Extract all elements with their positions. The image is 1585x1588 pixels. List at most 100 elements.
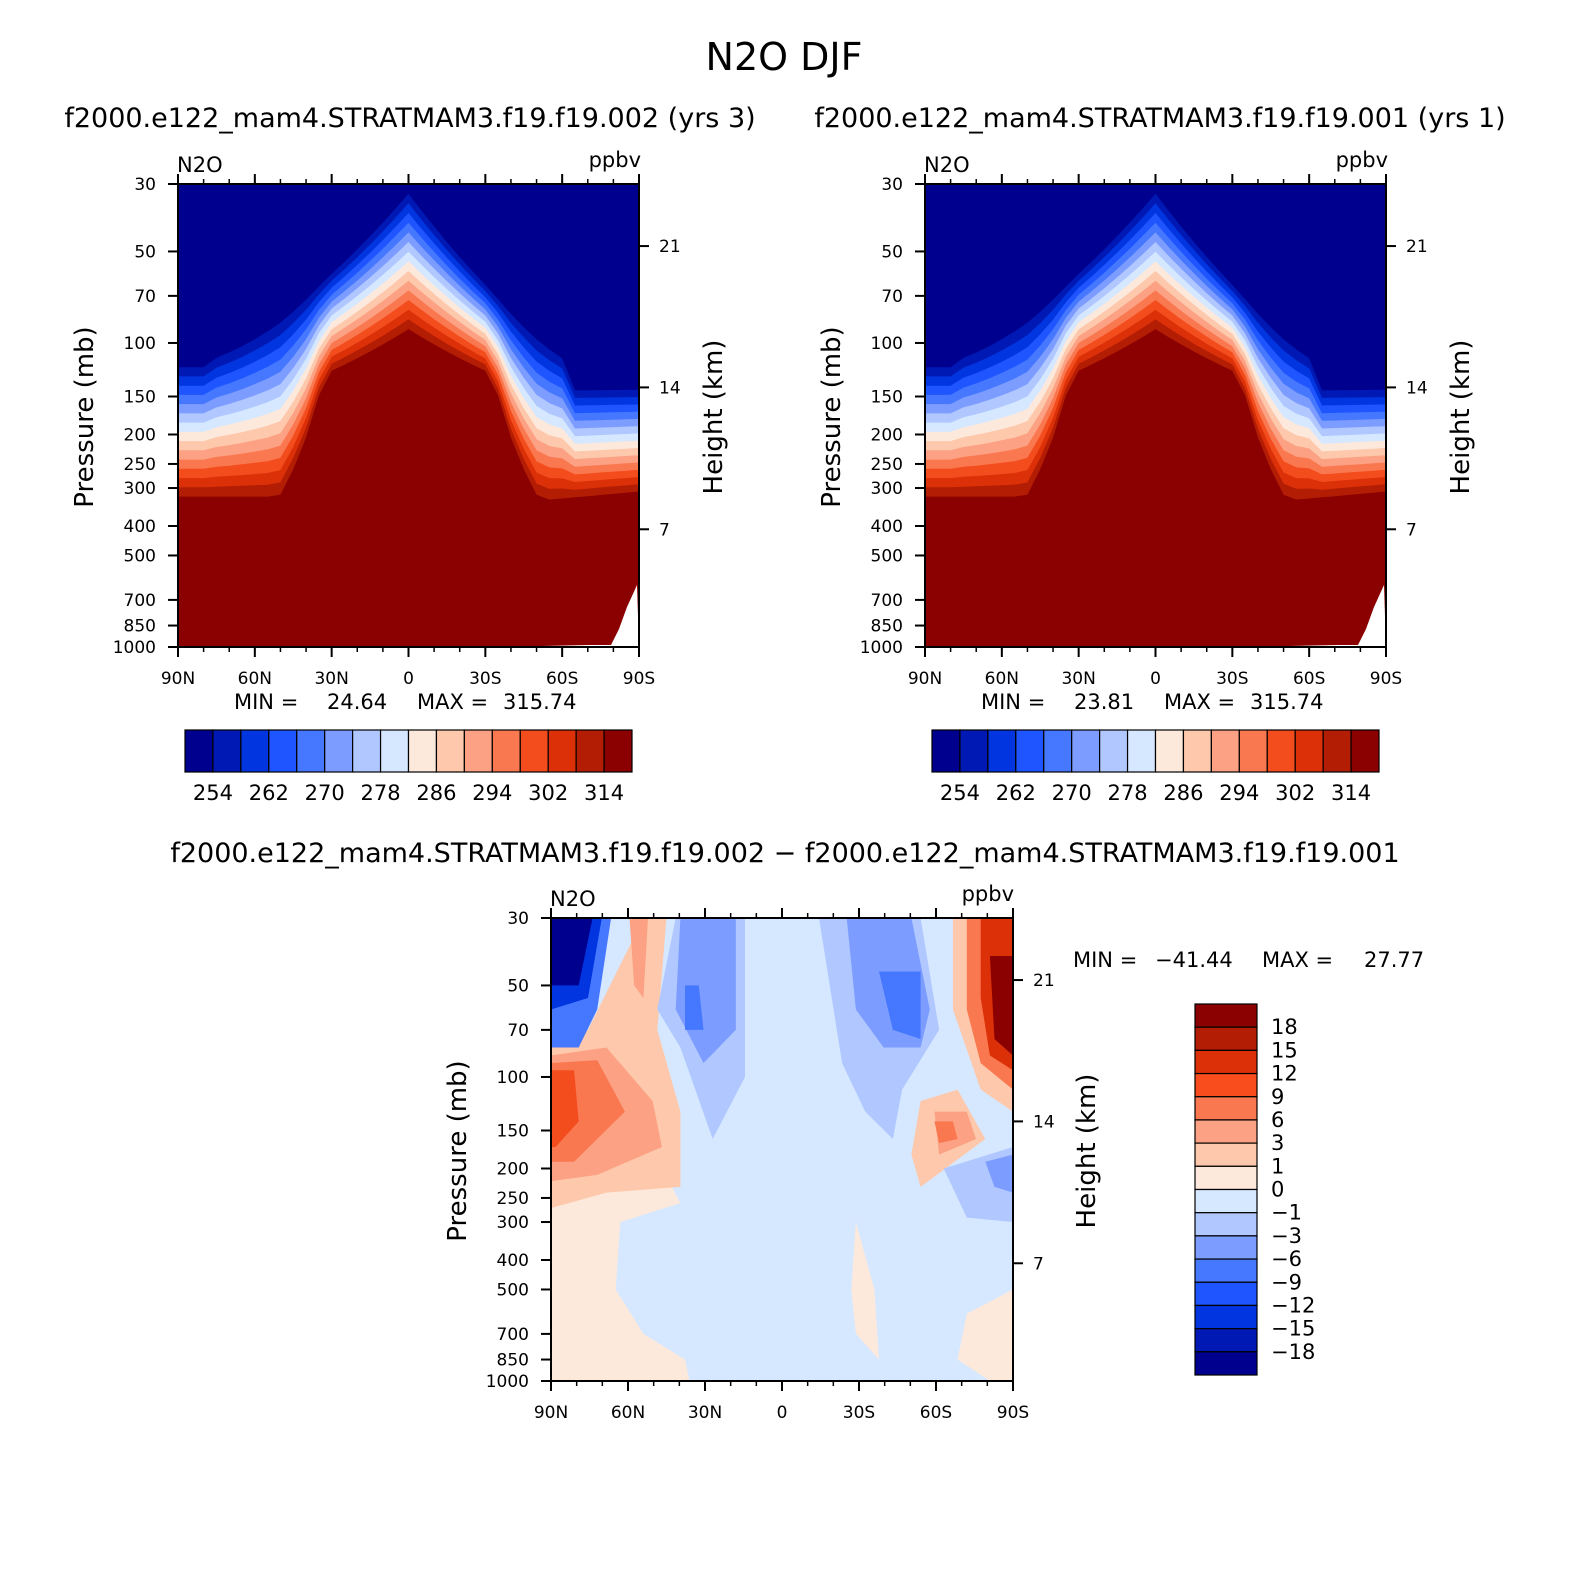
colorbar-swatch — [296, 729, 326, 773]
panel3-max-value: 27.77 — [1364, 948, 1424, 972]
y-tick-label: 700 — [871, 591, 903, 611]
colorbar-label: −1 — [1271, 1201, 1302, 1225]
panel3-variable-label: N2O — [550, 887, 596, 911]
x-tick-label: 60N — [238, 669, 272, 689]
colorbar-label: 294 — [472, 781, 512, 805]
colorbar-swatch — [1194, 1188, 1258, 1214]
panel2-title: f2000.e122_mam4.STRATMAM3.f19.f19.001 (y… — [814, 103, 1505, 134]
panel1-plot: 90N 60N 30N 0 30S 60S 90S 30 50 70 100 150 200 250 300… — [70, 148, 729, 805]
colorbar-label: 294 — [1219, 781, 1259, 805]
y-tick-label: 250 — [124, 455, 156, 475]
y-tick-label: 150 — [124, 388, 156, 408]
panel1-contour-fill — [178, 184, 639, 647]
colorbar-swatch — [1071, 729, 1101, 773]
colorbar-swatch — [1194, 1119, 1258, 1144]
x-tick-label: 30N — [688, 1403, 722, 1423]
panel1-units-label: ppbv — [589, 148, 641, 172]
colorbar-swatch — [519, 729, 549, 773]
colorbar-swatch — [1194, 1258, 1258, 1283]
y-right-tick-label: 7 — [659, 520, 670, 540]
y-tick-label: 100 — [124, 334, 156, 354]
y-right-tick-label: 7 — [1033, 1254, 1044, 1274]
panel2-contour-fill — [925, 184, 1386, 647]
x-tick-label: 30S — [469, 669, 501, 689]
y-tick-label: 200 — [871, 425, 903, 445]
y-tick-label: 700 — [124, 591, 156, 611]
page-title: N2O DJF — [706, 35, 863, 79]
colorbar-swatch — [1194, 1096, 1258, 1121]
panel2-axes: 90N 60N 30N 0 30S 60S 90S 30 50 70 100 150 200 250 300… — [860, 174, 1428, 689]
colorbar-label: 15 — [1271, 1038, 1298, 1062]
colorbar-swatch — [1266, 729, 1296, 773]
x-tick-label: 90S — [1370, 669, 1402, 689]
colorbar-swatch — [1194, 1304, 1258, 1330]
y-tick-label: 700 — [497, 1325, 529, 1345]
y-tick-label: 30 — [881, 175, 903, 195]
colorbar-label: 9 — [1271, 1085, 1284, 1109]
panel3-ylabel: Pressure (mb) — [443, 1060, 473, 1241]
colorbar-label: 286 — [416, 781, 456, 805]
x-tick-label: 90S — [997, 1403, 1029, 1423]
y-tick-label: 300 — [871, 479, 903, 499]
diff-band-pos-6-upper — [629, 918, 648, 998]
panel3-title: f2000.e122_mam4.STRATMAM3.f19.f19.002 − … — [170, 838, 1399, 869]
colorbar-label: 262 — [996, 781, 1036, 805]
panel2-variable-label: N2O — [924, 153, 970, 177]
panel3-ylabel-right: Height (km) — [1072, 1074, 1102, 1229]
colorbar-swatch — [407, 729, 438, 773]
x-tick-label: 30S — [1216, 669, 1248, 689]
colorbar-swatch — [324, 729, 354, 773]
y-tick-label: 400 — [871, 517, 903, 537]
y-right-tick-label: 21 — [659, 237, 681, 257]
y-tick-label: 250 — [497, 1189, 529, 1209]
x-tick-label: 60S — [920, 1403, 952, 1423]
panel2-colorbar: 254 262 270 278 286 294 302 314 — [931, 729, 1380, 805]
panel2-min-value: 23.81 — [1074, 690, 1134, 714]
colorbar-swatch — [463, 729, 493, 773]
y-tick-label: 850 — [871, 617, 903, 637]
panel3-units-label: ppbv — [962, 882, 1014, 906]
diff-band-pos-12 — [551, 1070, 579, 1147]
y-tick-label: 100 — [497, 1068, 529, 1088]
y-tick-label: 50 — [134, 242, 156, 262]
diff-band-pos-small-lower-right — [957, 1289, 1013, 1381]
x-tick-label: 30N — [314, 669, 348, 689]
y-tick-label: 500 — [497, 1280, 529, 1300]
colorbar-swatch — [575, 729, 605, 773]
colorbar-label: 302 — [1275, 781, 1315, 805]
colorbar-label: 278 — [361, 781, 401, 805]
diff-band-pos-small-lower-left — [551, 1147, 690, 1381]
colorbar-label: 254 — [940, 781, 980, 805]
colorbar-label: 270 — [305, 781, 345, 805]
y-right-tick-label: 21 — [1033, 971, 1055, 991]
y-tick-label: 300 — [124, 479, 156, 499]
y-tick-label: 200 — [497, 1159, 529, 1179]
x-tick-label: 60S — [546, 669, 578, 689]
y-tick-label: 50 — [881, 242, 903, 262]
y-tick-label: 50 — [507, 976, 529, 996]
panel2-ylabel: Pressure (mb) — [817, 326, 847, 507]
colorbar-swatch — [1194, 1281, 1258, 1307]
panel3-min-label: MIN = — [1073, 948, 1137, 972]
diff-band-pos-18-sh — [989, 956, 1013, 1056]
panel2-max-label: MAX = — [1164, 690, 1235, 714]
colorbar-label: 0 — [1271, 1178, 1284, 1202]
colorbar-label: −12 — [1271, 1293, 1315, 1317]
x-tick-label: 0 — [403, 669, 414, 689]
colorbar-swatch — [1043, 729, 1073, 773]
y-tick-label: 150 — [871, 388, 903, 408]
colorbar-swatch — [931, 729, 961, 773]
y-tick-label: 400 — [497, 1251, 529, 1271]
colorbar-swatch — [1194, 1003, 1258, 1028]
y-tick-label: 850 — [497, 1351, 529, 1371]
panel1-title: f2000.e122_mam4.STRATMAM3.f19.f19.002 (y… — [64, 103, 755, 134]
y-tick-label: 1000 — [860, 638, 903, 658]
y-tick-label: 500 — [124, 546, 156, 566]
colorbar-swatch — [1194, 1142, 1258, 1167]
colorbar-swatch — [1194, 1072, 1258, 1098]
panel1-ylabel-right: Height (km) — [699, 340, 729, 495]
diff-band-neg-18 — [551, 918, 593, 986]
diff-band-neg-6 — [685, 985, 704, 1030]
colorbar-swatch — [212, 729, 242, 773]
